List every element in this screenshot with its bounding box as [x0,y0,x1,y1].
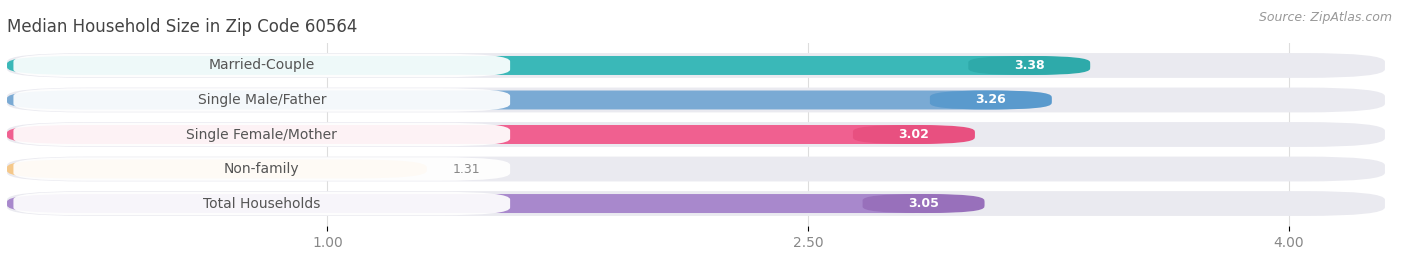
Text: 1.31: 1.31 [453,162,479,175]
FancyBboxPatch shape [969,56,1090,75]
FancyBboxPatch shape [7,122,1385,147]
Text: 3.38: 3.38 [1014,59,1045,72]
FancyBboxPatch shape [7,191,1385,216]
Text: 3.26: 3.26 [976,94,1007,107]
Text: Single Female/Mother: Single Female/Mother [187,128,337,141]
FancyBboxPatch shape [7,160,427,179]
FancyBboxPatch shape [14,123,510,146]
FancyBboxPatch shape [7,90,1052,109]
Text: Source: ZipAtlas.com: Source: ZipAtlas.com [1258,11,1392,24]
FancyBboxPatch shape [14,192,510,215]
FancyBboxPatch shape [863,194,984,213]
Text: Median Household Size in Zip Code 60564: Median Household Size in Zip Code 60564 [7,18,357,36]
FancyBboxPatch shape [929,90,1052,109]
Text: 3.02: 3.02 [898,128,929,141]
FancyBboxPatch shape [7,56,1090,75]
Text: 3.05: 3.05 [908,197,939,210]
FancyBboxPatch shape [7,157,1385,181]
FancyBboxPatch shape [7,125,974,144]
Text: Total Households: Total Households [202,197,321,211]
Text: Single Male/Father: Single Male/Father [197,93,326,107]
FancyBboxPatch shape [853,125,974,144]
FancyBboxPatch shape [7,194,984,213]
Text: Married-Couple: Married-Couple [208,58,315,72]
FancyBboxPatch shape [14,88,510,112]
FancyBboxPatch shape [7,53,1385,78]
Text: Non-family: Non-family [224,162,299,176]
FancyBboxPatch shape [14,54,510,77]
FancyBboxPatch shape [7,88,1385,112]
FancyBboxPatch shape [14,157,510,181]
